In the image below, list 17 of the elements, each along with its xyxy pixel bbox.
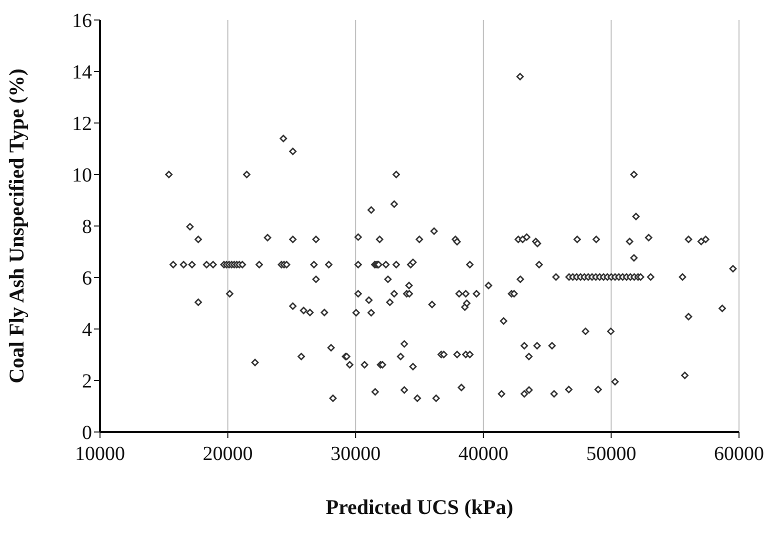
y-tick-label: 4 [82, 319, 92, 342]
y-tick-label: 8 [82, 216, 92, 238]
y-tick-label: 0 [82, 422, 92, 444]
x-tick-label: 20000 [202, 443, 253, 466]
y-tick-label: 10 [72, 164, 92, 187]
x-tick-label: 50000 [586, 443, 636, 466]
y-tick-label: 16 [72, 10, 92, 32]
x-tick-label: 10000 [75, 443, 125, 466]
y-axis-title: Coal Fly Ash Unspecified Type (%) [4, 68, 28, 384]
x-tick-label: 40000 [458, 443, 508, 466]
y-tick-label: 6 [82, 268, 92, 290]
y-tick-label: 12 [72, 113, 92, 136]
y-tick-label: 2 [82, 370, 92, 393]
x-axis-title: Predicted UCS (kPa) [326, 495, 514, 519]
y-tick-label: 14 [72, 62, 92, 84]
x-tick-label: 30000 [330, 443, 381, 466]
x-tick-label: 60000 [714, 443, 764, 466]
